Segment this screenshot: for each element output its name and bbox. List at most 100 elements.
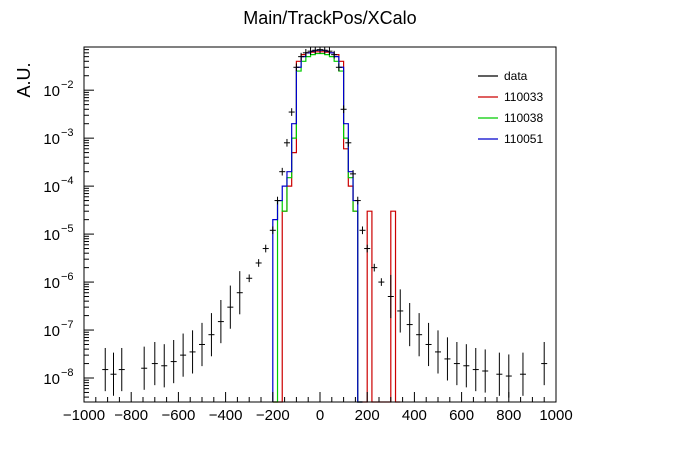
y-tick-exponent: −3	[61, 127, 74, 139]
y-tick-label: 10	[43, 275, 60, 292]
data-point	[199, 322, 205, 367]
y-axis: 10−810−710−610−510−410−310−2	[43, 49, 94, 398]
y-tick-label: 10	[43, 179, 60, 196]
data-point	[317, 47, 323, 54]
y-tick-base: 10	[43, 275, 60, 292]
data-point	[335, 63, 342, 72]
legend: data 110033 110038 110051	[478, 69, 543, 146]
y-tick-base: 10	[43, 131, 60, 148]
data-point	[283, 138, 290, 147]
series-110038-histogram	[272, 52, 363, 403]
data-point	[170, 339, 177, 384]
data-point	[217, 300, 224, 344]
x-tick-label: −1000	[63, 407, 105, 424]
y-tick-label: 10	[43, 131, 60, 148]
data-point	[505, 354, 512, 398]
data-point	[321, 47, 328, 55]
legend-label: 110038	[504, 111, 543, 125]
plot-area	[102, 47, 548, 403]
data-point	[435, 330, 441, 374]
y-tick-base: 10	[43, 83, 60, 100]
data-point	[331, 50, 338, 59]
data-point	[312, 47, 319, 55]
x-axis: −1000 −800 −600 −400 −200 0 200 400 600 800 1000	[63, 392, 573, 424]
x-tick-label: −200	[256, 407, 290, 424]
x-tick-label: −400	[209, 407, 243, 424]
data-point	[102, 347, 109, 392]
chart-title: Main/TrackPos/XCalo	[243, 8, 416, 28]
y-tick-base: 10	[43, 371, 60, 388]
data-point	[406, 302, 413, 347]
data-point	[444, 337, 451, 381]
legend-label: 110033	[504, 90, 543, 104]
data-point	[110, 352, 117, 396]
data-point	[326, 47, 333, 56]
data-point	[293, 63, 300, 72]
data-point	[541, 341, 548, 386]
data-point	[298, 52, 305, 61]
data-point	[189, 330, 196, 374]
y-tick-label: 10	[43, 371, 60, 388]
data-point	[387, 274, 394, 319]
data-point	[208, 313, 215, 357]
x-tick-label: 400	[402, 407, 427, 424]
data-point	[354, 196, 361, 205]
y-tick-exponent: −7	[61, 319, 74, 331]
series-110033-histogram	[272, 51, 401, 403]
data-point	[227, 285, 234, 329]
y-tick-label: 10	[43, 323, 60, 340]
series-110051-histogram	[272, 49, 363, 403]
legend-label: data	[504, 69, 528, 83]
data-point	[279, 167, 286, 176]
data-point	[463, 344, 470, 388]
y-tick-base: 10	[43, 323, 60, 340]
data-point	[288, 108, 295, 116]
data-point	[340, 105, 347, 114]
legend-label: 110051	[504, 132, 543, 146]
y-tick-label: 10	[43, 227, 60, 244]
data-point	[378, 278, 385, 286]
data-point	[359, 226, 366, 235]
data-point	[269, 226, 276, 235]
y-tick-exponent: −2	[61, 79, 74, 91]
data-point	[246, 274, 253, 283]
y-axis-label: A.U.	[14, 62, 34, 97]
data-point	[307, 47, 314, 56]
data-point	[141, 346, 148, 390]
data-point	[274, 196, 281, 205]
data-point	[496, 352, 503, 396]
y-tick-exponent: −6	[61, 271, 74, 283]
data-point	[118, 347, 125, 392]
data-point	[262, 244, 269, 253]
data-point	[416, 313, 423, 357]
x-tick-label: 0	[316, 407, 324, 424]
y-tick-exponent: −8	[61, 367, 74, 379]
data-point	[161, 344, 168, 388]
x-tick-label: −600	[162, 407, 196, 424]
data-point	[371, 263, 378, 272]
y-tick-exponent: −5	[61, 223, 74, 235]
x-tick-label: −800	[114, 407, 148, 424]
data-point	[453, 341, 460, 386]
y-tick-base: 10	[43, 227, 60, 244]
data-point	[519, 352, 526, 396]
data-point	[236, 271, 243, 315]
x-tick-label: 1000	[539, 407, 572, 424]
data-point	[425, 322, 432, 367]
data-point	[151, 341, 158, 386]
data-point	[350, 170, 357, 178]
data-point	[302, 49, 309, 57]
y-tick-base: 10	[43, 179, 60, 196]
x-tick-label: 200	[355, 407, 380, 424]
data-point	[180, 333, 187, 377]
data-point	[397, 289, 404, 333]
y-tick-exponent: −4	[61, 175, 74, 187]
data-point	[255, 259, 262, 267]
data-point	[345, 138, 352, 147]
x-tick-label: 800	[496, 407, 521, 424]
data-point	[482, 349, 489, 393]
y-tick-label: 10	[43, 83, 60, 100]
data-point	[472, 347, 479, 392]
x-tick-label: 600	[449, 407, 474, 424]
